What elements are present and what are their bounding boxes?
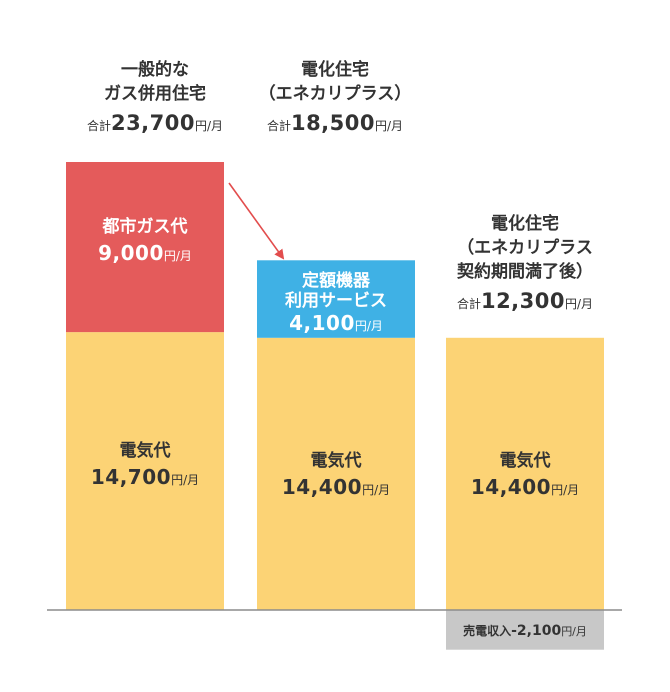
segment-name: 定額機器 利用サービス	[285, 271, 387, 311]
segment-label-electricity-1: 電気代 14,400円/月	[258, 450, 414, 504]
total-unit: 円/月	[565, 297, 594, 311]
segment-name: 電気代	[119, 441, 171, 461]
segment-amount: 14,700円/月	[66, 463, 224, 494]
segment-label-gas: 都市ガス代 9,000円/月	[66, 216, 224, 270]
category-header-enekari: 電化住宅 （エネカリプラス） 合計18,500円/月	[235, 58, 435, 139]
category-total: 合計18,500円/月	[235, 110, 435, 139]
total-label: 合計	[266, 119, 291, 133]
category-total: 合計12,300円/月	[425, 288, 625, 317]
segment-name: 都市ガス代	[102, 217, 188, 237]
bar-segment-series0-cat1	[257, 337, 415, 610]
category-header-gas-house: 一般的な ガス併用住宅 合計23,700円/月	[60, 58, 250, 139]
segment-amount: 14,400円/月	[258, 473, 414, 504]
category-name: 電化住宅 （エネカリプラス 契約期間満了後）	[457, 214, 593, 282]
segment-unit: 円/月	[362, 483, 391, 497]
segment-value: 4,100	[289, 311, 355, 335]
segment-unit: 円/月	[171, 473, 200, 487]
segment-name: 電気代	[499, 451, 551, 471]
segment-amount: 14,400円/月	[446, 473, 604, 504]
segment-unit: 円/月	[163, 249, 192, 263]
segment-name: 電気代	[310, 451, 362, 471]
segment-value: 9,000	[98, 241, 164, 265]
segment-value: 14,400	[281, 475, 363, 499]
segment-label-equipment: 定額機器 利用サービス 4,100円/月	[258, 271, 414, 338]
bar-segment-sale-income	[446, 610, 604, 650]
category-name: 一般的な ガス併用住宅	[104, 60, 206, 104]
bar-segment-series1-cat0	[66, 162, 224, 333]
change-arrow	[228, 182, 285, 260]
total-label: 合計	[456, 297, 481, 311]
sale-income-value: -2,100	[511, 623, 562, 639]
segment-value: 14,700	[90, 465, 172, 489]
category-name: 電化住宅 （エネカリプラス）	[258, 60, 412, 104]
sale-income-name: 売電収入	[463, 624, 512, 638]
category-header-enekari-after: 電化住宅 （エネカリプラス 契約期間満了後） 合計12,300円/月	[425, 212, 625, 317]
total-amount: 23,700	[110, 111, 195, 135]
bar-segment-series0-cat0	[66, 332, 224, 610]
segment-label-electricity-2: 電気代 14,400円/月	[446, 450, 604, 504]
sale-income-label: 売電収入-2,100円/月	[446, 620, 604, 639]
bar-segment-series2-cat1	[257, 260, 415, 338]
total-unit: 円/月	[195, 119, 224, 133]
segment-unit: 円/月	[354, 319, 383, 333]
total-unit: 円/月	[375, 119, 404, 133]
bar-segment-series0-cat2	[446, 337, 604, 610]
segment-value: 14,400	[470, 475, 552, 499]
segment-amount: 4,100円/月	[258, 311, 414, 338]
total-label: 合計	[86, 119, 111, 133]
total-amount: 18,500	[290, 111, 375, 135]
segment-label-electricity-0: 電気代 14,700円/月	[66, 440, 224, 494]
segment-unit: 円/月	[551, 483, 580, 497]
sale-income-unit: 円/月	[561, 625, 587, 638]
total-amount: 12,300	[480, 289, 565, 313]
segment-amount: 9,000円/月	[66, 239, 224, 270]
category-total: 合計23,700円/月	[60, 110, 250, 139]
